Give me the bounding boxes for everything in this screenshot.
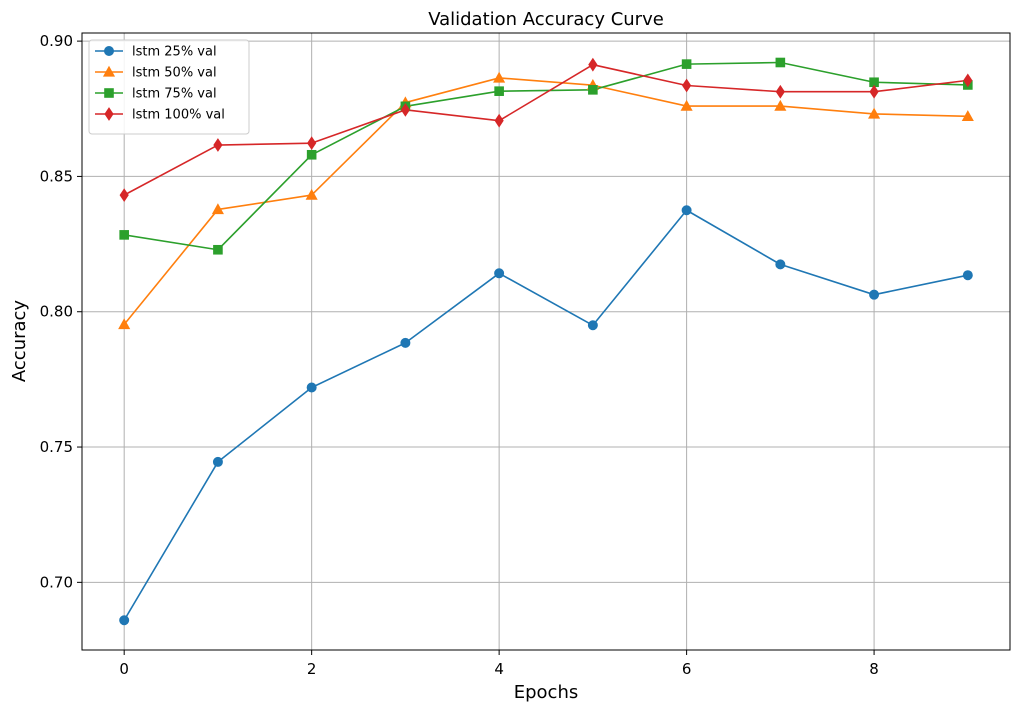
series-1-point — [119, 615, 130, 626]
legend-marker-swatch — [104, 107, 114, 121]
legend-label: lstm 100% val — [132, 108, 225, 123]
series-line-1 — [123, 209, 968, 621]
series-2-point — [118, 318, 131, 330]
series-1-point — [306, 382, 317, 393]
legend-label: lstm 25% val — [132, 45, 217, 60]
plot-frame — [81, 32, 1011, 651]
legend-marker-swatch — [104, 46, 114, 56]
series-2-point — [868, 107, 881, 119]
series-line-3 — [124, 61, 968, 251]
legend-marker-swatch — [104, 88, 114, 98]
y-tick-label: 0.90 — [40, 32, 73, 50]
legend-box — [88, 39, 250, 135]
x-tick-label: 0 — [119, 660, 129, 678]
series-1-point — [775, 259, 786, 270]
series-4-point — [588, 57, 598, 72]
x-tick-label: 2 — [307, 660, 317, 678]
legend: lstm 25% val lstm 50% val lstm 75% val lstm… — [88, 39, 250, 135]
series-3-point — [681, 59, 692, 69]
series-2-point — [680, 99, 693, 111]
series-4-point — [400, 102, 410, 117]
x-axis-ticks: 0 2 4 6 8 — [119, 650, 879, 678]
y-tick-label: 0.70 — [40, 573, 73, 591]
series-1-point — [587, 320, 598, 331]
series-1-point — [494, 268, 505, 279]
series-1-point — [869, 289, 880, 300]
series-4-point — [494, 113, 504, 128]
series-4-point — [213, 138, 223, 152]
series-3-point — [306, 149, 317, 160]
y-axis-label: Accuracy — [9, 300, 30, 383]
series-3-point — [213, 244, 223, 255]
series-4-point — [775, 84, 785, 99]
series-2-point — [774, 99, 787, 111]
y-axis-ticks: 0.70 0.75 0.80 0.85 0.90 — [40, 32, 82, 591]
series-lines — [123, 61, 968, 621]
y-tick-label: 0.85 — [40, 167, 73, 185]
legend-marker-swatch — [102, 65, 116, 77]
series-3-point — [494, 86, 504, 96]
series-4-point — [682, 78, 692, 93]
series-3-point — [775, 57, 786, 68]
series-1-point — [681, 205, 692, 216]
x-tick-label: 8 — [869, 660, 879, 678]
series-1-point — [400, 337, 411, 348]
series-line-2 — [123, 77, 968, 325]
series-1-point — [212, 456, 223, 467]
x-tick-label: 6 — [682, 660, 692, 678]
series-3-point — [588, 85, 598, 95]
series-1-point — [962, 270, 973, 281]
legend-label: lstm 50% val — [132, 66, 217, 81]
series-line-4 — [123, 63, 968, 196]
series-4-point — [869, 84, 879, 99]
series-2-point — [493, 71, 506, 83]
series-3-point — [119, 230, 129, 240]
series-2-point — [305, 188, 318, 200]
y-tick-label: 0.80 — [40, 303, 73, 321]
legend-label: lstm 75% val — [132, 87, 217, 102]
y-tick-label: 0.75 — [40, 438, 73, 456]
series-4-point — [119, 188, 129, 202]
series-markers — [118, 57, 974, 626]
series-4-point — [963, 73, 973, 88]
chart-title: Validation Accuracy Curve — [428, 9, 664, 30]
series-2-point — [211, 203, 224, 215]
series-4-point — [307, 136, 317, 151]
x-axis-label: Epochs — [514, 682, 579, 703]
x-tick-label: 4 — [494, 660, 504, 678]
series-2-point — [961, 110, 974, 122]
